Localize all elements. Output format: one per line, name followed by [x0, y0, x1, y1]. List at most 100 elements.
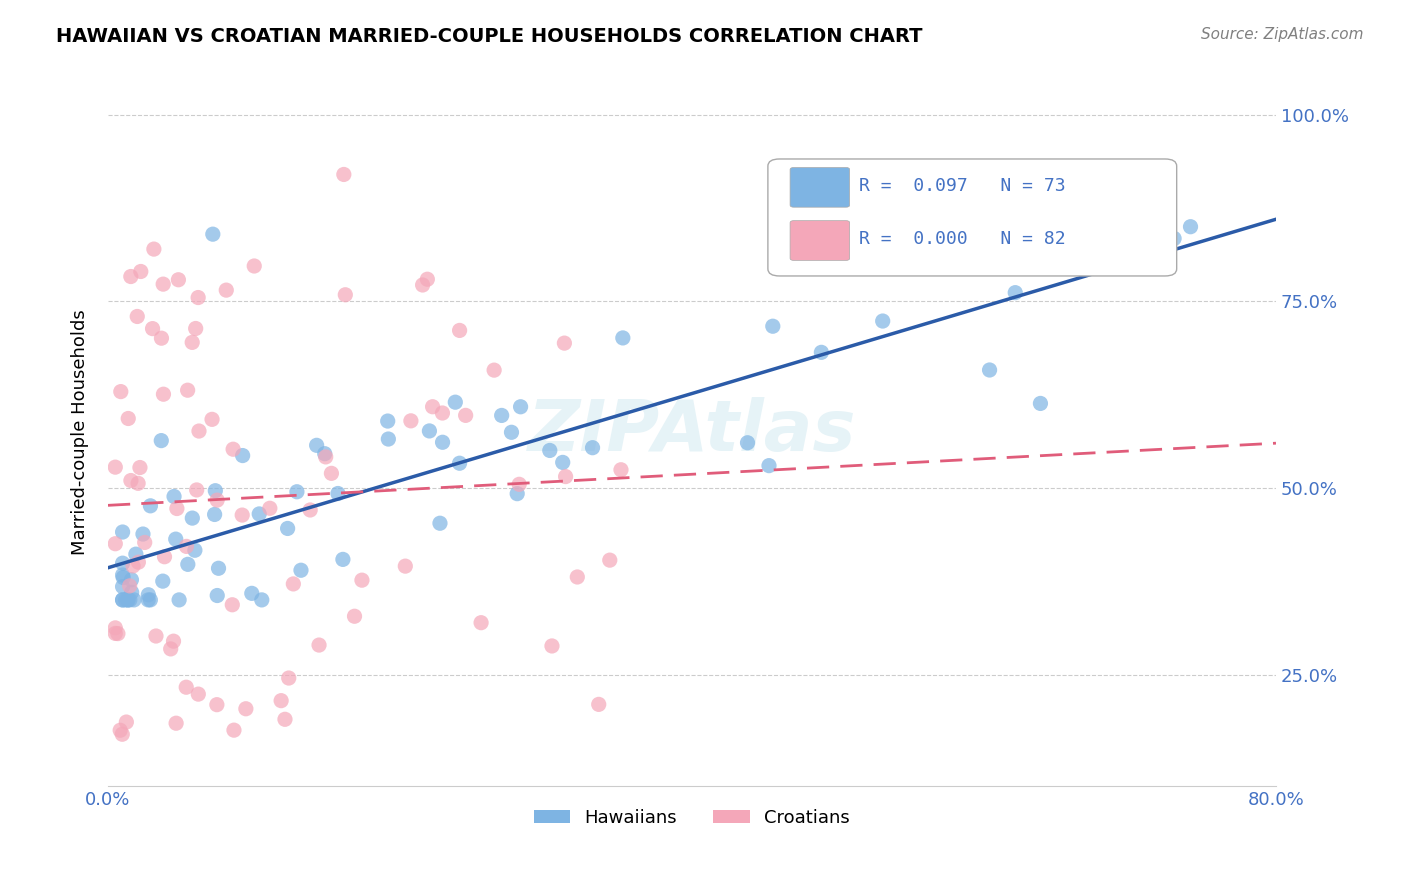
Point — [299, 503, 322, 517]
Point — [343, 609, 366, 624]
FancyBboxPatch shape — [768, 159, 1177, 276]
Point — [111, 593, 134, 607]
Point — [412, 277, 434, 292]
Point — [205, 493, 228, 508]
Point — [120, 474, 142, 488]
Point — [377, 432, 399, 446]
Point — [305, 438, 328, 452]
Text: Source: ZipAtlas.com: Source: ZipAtlas.com — [1201, 27, 1364, 42]
Point — [127, 310, 149, 324]
Point — [142, 242, 165, 256]
Point — [394, 559, 416, 574]
Point — [166, 501, 188, 516]
Point — [127, 555, 149, 569]
Point — [187, 687, 209, 701]
Point — [142, 321, 165, 335]
Point — [231, 508, 253, 522]
Point — [240, 586, 263, 600]
Text: R =  0.097   N = 73: R = 0.097 N = 73 — [859, 177, 1066, 195]
Point — [127, 476, 149, 491]
Point — [277, 671, 299, 685]
Point — [111, 524, 134, 539]
Point — [1118, 249, 1140, 263]
Point — [125, 547, 148, 561]
Point — [150, 331, 173, 345]
Text: ZIPAtlas: ZIPAtlas — [527, 398, 856, 467]
Point — [181, 335, 204, 350]
Point — [554, 469, 576, 483]
Point — [174, 680, 197, 694]
Point — [186, 483, 208, 497]
Point — [491, 409, 513, 423]
Point — [181, 511, 204, 525]
Point — [110, 384, 132, 399]
Point — [416, 272, 439, 286]
Point — [104, 626, 127, 640]
Point — [333, 168, 356, 182]
Point — [235, 702, 257, 716]
Point — [117, 593, 139, 607]
Point — [290, 563, 312, 577]
Point — [121, 585, 143, 599]
Point — [979, 363, 1001, 377]
Point — [429, 516, 451, 531]
FancyBboxPatch shape — [790, 220, 849, 260]
Point — [129, 264, 152, 278]
Point — [509, 400, 531, 414]
Point — [165, 716, 187, 731]
Point — [332, 552, 354, 566]
Point — [111, 593, 134, 607]
Point — [111, 727, 134, 741]
Point — [482, 363, 505, 377]
Point — [145, 629, 167, 643]
Point — [541, 639, 564, 653]
Point — [538, 443, 561, 458]
Point — [321, 467, 343, 481]
Point — [422, 400, 444, 414]
Point — [221, 598, 243, 612]
Point — [250, 593, 273, 607]
Point — [274, 712, 297, 726]
Point — [115, 714, 138, 729]
Point — [215, 283, 238, 297]
Point — [551, 455, 574, 469]
Point — [184, 543, 207, 558]
Point — [610, 463, 633, 477]
Point — [117, 411, 139, 425]
Point — [506, 486, 529, 500]
Point — [117, 593, 139, 607]
Point — [247, 507, 270, 521]
Point — [377, 414, 399, 428]
Point — [243, 259, 266, 273]
Point — [599, 553, 621, 567]
Y-axis label: Married-couple Households: Married-couple Households — [72, 310, 89, 555]
Point — [335, 287, 357, 301]
Point — [201, 412, 224, 426]
Text: HAWAIIAN VS CROATIAN MARRIED-COUPLE HOUSEHOLDS CORRELATION CHART: HAWAIIAN VS CROATIAN MARRIED-COUPLE HOUS… — [56, 27, 922, 45]
Point — [201, 227, 224, 242]
Point — [232, 449, 254, 463]
Point — [167, 273, 190, 287]
Point — [762, 319, 785, 334]
Point — [449, 323, 471, 337]
Point — [204, 508, 226, 522]
Point — [187, 291, 209, 305]
Point — [270, 693, 292, 707]
Point — [163, 490, 186, 504]
Point — [104, 537, 127, 551]
Point — [308, 638, 330, 652]
Point — [108, 723, 131, 738]
Point — [399, 414, 422, 428]
Point — [810, 345, 832, 359]
Point — [159, 641, 181, 656]
FancyBboxPatch shape — [790, 168, 849, 207]
Point — [153, 549, 176, 564]
Point — [136, 593, 159, 607]
Point — [111, 556, 134, 570]
Point — [872, 314, 894, 328]
Point — [612, 331, 634, 345]
Point — [501, 425, 523, 440]
Point — [104, 460, 127, 475]
Point — [1092, 256, 1115, 270]
Point — [177, 558, 200, 572]
